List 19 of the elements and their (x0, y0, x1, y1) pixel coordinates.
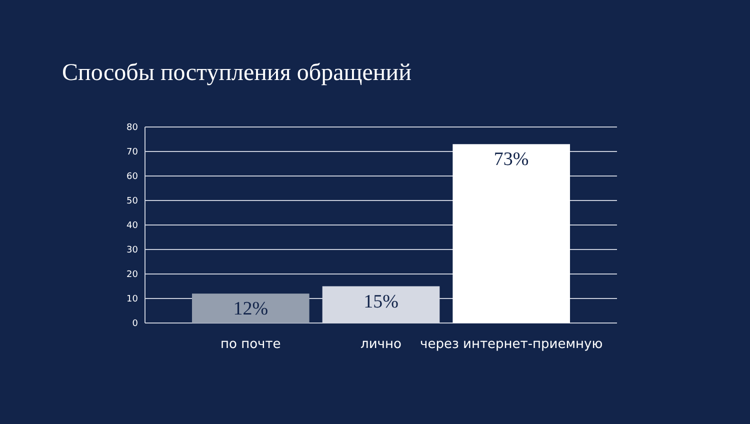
data-label: 73% (494, 149, 529, 170)
y-tick-label: 20 (126, 270, 138, 280)
bar (192, 294, 310, 323)
data-label: 15% (364, 291, 399, 312)
y-tick-label: 10 (126, 294, 138, 304)
y-tick-label: 40 (126, 220, 138, 231)
x-tick-label: по почте (220, 337, 281, 352)
y-tick-label: 80 (126, 122, 138, 133)
y-tick-label: 0 (132, 318, 138, 329)
y-tick-label: 60 (126, 172, 138, 182)
y-tick-label: 50 (126, 196, 138, 206)
chart-title: Способы поступления обращений (62, 60, 412, 86)
data-label: 12% (233, 298, 268, 320)
bar (322, 286, 440, 323)
x-tick-label: лично (360, 337, 402, 352)
y-tick-label: 30 (126, 245, 138, 256)
x-tick-label: через интернет-приемную (420, 337, 603, 352)
bar (452, 144, 570, 323)
y-tick-label: 70 (126, 147, 138, 158)
